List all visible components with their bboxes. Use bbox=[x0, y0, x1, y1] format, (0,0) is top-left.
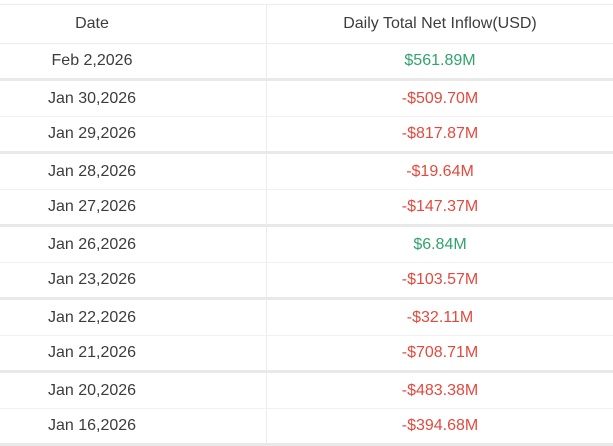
date-cell: Jan 23,2026 bbox=[0, 263, 267, 297]
value-cell: -$817.87M bbox=[401, 125, 479, 142]
value-cell: -$394.68M bbox=[401, 417, 479, 434]
table-row: Jan 27,2026 -$147.37M bbox=[0, 190, 613, 227]
date-cell: Jan 30,2026 bbox=[0, 81, 267, 116]
date-cell: Jan 22,2026 bbox=[0, 300, 267, 335]
date-cell: Jan 21,2026 bbox=[0, 336, 267, 370]
date-cell: Jan 27,2026 bbox=[0, 190, 267, 224]
value-cell: $561.89M bbox=[404, 52, 476, 69]
table-row: Jan 30,2026 -$509.70M bbox=[0, 81, 613, 117]
value-cell: -$19.64M bbox=[406, 162, 474, 180]
value-cell: -$708.71M bbox=[401, 344, 479, 361]
column-header-date: Date bbox=[0, 5, 267, 43]
table-row: Jan 21,2026 -$708.71M bbox=[0, 336, 613, 373]
column-header-net-inflow: Daily Total Net Inflow(USD) bbox=[343, 15, 537, 32]
table-row: Jan 28,2026 -$19.64M bbox=[0, 154, 613, 190]
value-cell: -$32.11M bbox=[406, 308, 474, 326]
table-row: Jan 26,2026 $6.84M bbox=[0, 227, 613, 263]
date-cell: Feb 2,2026 bbox=[0, 44, 267, 78]
table-body: Feb 2,2026 $561.89M Jan 30,2026 -$509.70… bbox=[0, 44, 613, 446]
value-cell: -$147.37M bbox=[401, 198, 479, 215]
table-row: Jan 16,2026 -$394.68M bbox=[0, 409, 613, 446]
date-cell: Jan 28,2026 bbox=[0, 154, 267, 189]
table-row: Jan 23,2026 -$103.57M bbox=[0, 263, 613, 300]
date-cell: Jan 16,2026 bbox=[0, 409, 267, 443]
table-row: Jan 29,2026 -$817.87M bbox=[0, 117, 613, 154]
value-cell: -$483.38M bbox=[401, 381, 479, 399]
table-row: Feb 2,2026 $561.89M bbox=[0, 44, 613, 81]
table-row: Jan 22,2026 -$32.11M bbox=[0, 300, 613, 336]
date-cell: Jan 20,2026 bbox=[0, 373, 267, 408]
table-header-row: Date Daily Total Net Inflow(USD) bbox=[0, 4, 613, 44]
value-cell: $6.84M bbox=[413, 235, 467, 253]
date-cell: Jan 29,2026 bbox=[0, 117, 267, 151]
top-spacer bbox=[0, 0, 613, 4]
value-cell: -$509.70M bbox=[401, 89, 479, 107]
date-cell: Jan 26,2026 bbox=[0, 227, 267, 262]
value-cell: -$103.57M bbox=[401, 271, 479, 288]
table-row: Jan 20,2026 -$483.38M bbox=[0, 373, 613, 409]
